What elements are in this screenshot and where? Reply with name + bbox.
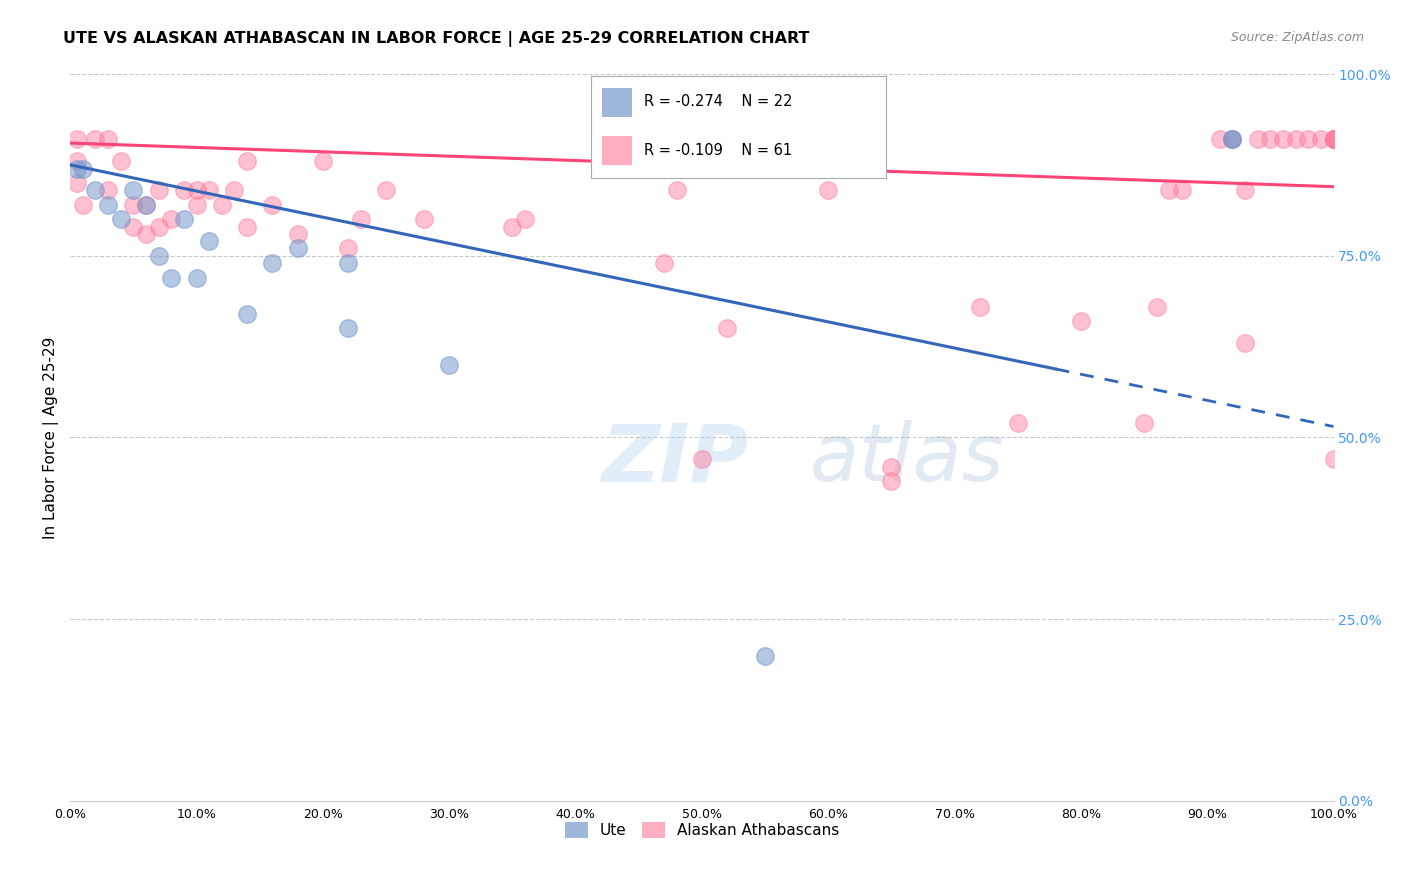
Point (224, 183, 246, 197)
Point (1309, 132, 1331, 146)
Point (65, 132, 87, 146)
Point (186, 270, 208, 285)
Point (1159, 183, 1181, 197)
Point (817, 132, 839, 146)
Point (1272, 132, 1295, 146)
Bar (602, 136, 631, 165)
Point (1171, 183, 1194, 197)
Point (1070, 314, 1092, 328)
Point (1322, 132, 1344, 146)
Point (198, 234, 221, 248)
Point (1146, 300, 1168, 314)
Text: R = -0.109    N = 61: R = -0.109 N = 61 (644, 143, 792, 158)
Point (236, 219, 259, 234)
Point (375, 183, 398, 197)
Y-axis label: In Labor Force | Age 25-29: In Labor Force | Age 25-29 (44, 336, 59, 539)
Point (97, 183, 120, 197)
Point (413, 212, 436, 227)
Point (186, 198, 208, 212)
Text: ZIP: ZIP (600, 420, 748, 499)
Point (1284, 132, 1306, 146)
Point (754, 648, 776, 663)
Point (350, 212, 373, 227)
Point (1209, 132, 1232, 146)
Point (1234, 335, 1257, 350)
Point (148, 183, 170, 197)
Point (110, 212, 132, 227)
Point (211, 198, 233, 212)
Point (262, 256, 284, 270)
Point (1322, 132, 1344, 146)
Point (1222, 132, 1244, 146)
Point (437, 358, 460, 372)
Point (262, 198, 284, 212)
Point (880, 459, 903, 474)
Point (1322, 132, 1344, 146)
Point (173, 183, 195, 197)
Point (135, 198, 157, 212)
Point (65, 161, 87, 176)
Text: UTE VS ALASKAN ATHABASCAN IN LABOR FORCE | AGE 25-29 CORRELATION CHART: UTE VS ALASKAN ATHABASCAN IN LABOR FORCE… (63, 31, 810, 47)
Point (122, 219, 145, 234)
Point (501, 219, 523, 234)
Point (1234, 183, 1257, 197)
Point (880, 474, 903, 488)
Point (236, 154, 259, 169)
Point (665, 183, 688, 197)
Point (186, 183, 208, 197)
Point (122, 183, 145, 197)
Point (84, 183, 107, 197)
Text: Source: ZipAtlas.com: Source: ZipAtlas.com (1230, 31, 1364, 45)
Point (1322, 452, 1344, 467)
Point (1247, 132, 1270, 146)
Point (97, 198, 120, 212)
Point (65, 154, 87, 169)
Point (690, 452, 713, 467)
Point (110, 154, 132, 169)
Point (160, 212, 183, 227)
Point (135, 227, 157, 241)
Point (337, 242, 360, 256)
Point (72, 161, 94, 176)
Point (72, 198, 94, 212)
Point (1133, 416, 1156, 430)
Point (1260, 132, 1282, 146)
Point (84, 132, 107, 146)
Point (337, 321, 360, 335)
Point (287, 242, 309, 256)
Point (173, 212, 195, 227)
Point (135, 198, 157, 212)
Point (148, 249, 170, 263)
Point (817, 183, 839, 197)
Point (969, 300, 991, 314)
Point (312, 154, 335, 169)
Point (160, 270, 183, 285)
Point (97, 132, 120, 146)
Point (287, 227, 309, 241)
Bar (602, 88, 631, 117)
Point (198, 183, 221, 197)
Point (65, 176, 87, 190)
Point (652, 256, 675, 270)
Point (236, 307, 259, 321)
Point (1222, 132, 1244, 146)
Point (1322, 132, 1344, 146)
Point (1222, 132, 1244, 146)
Point (513, 212, 536, 227)
Point (122, 198, 145, 212)
Legend: Ute, Alaskan Athabascans: Ute, Alaskan Athabascans (558, 816, 845, 844)
Point (148, 219, 170, 234)
Point (1007, 416, 1029, 430)
Point (337, 256, 360, 270)
Text: R = -0.274    N = 22: R = -0.274 N = 22 (644, 95, 792, 110)
Point (716, 321, 738, 335)
Text: atlas: atlas (810, 420, 1004, 499)
Point (1296, 132, 1319, 146)
